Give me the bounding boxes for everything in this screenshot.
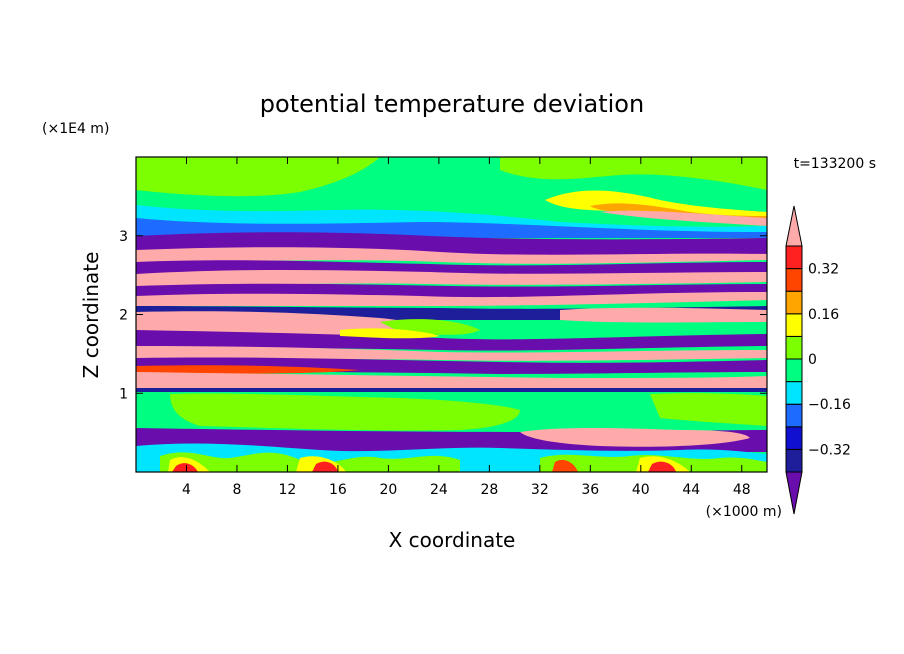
chart-title: potential temperature deviation — [260, 90, 644, 118]
plot-area — [136, 157, 767, 472]
contour-lower-pink — [520, 428, 750, 447]
contour-blue-line — [136, 388, 767, 392]
y-tick-label: 3 — [119, 229, 128, 245]
x-tick-label: 20 — [379, 482, 397, 498]
colorbar-extend-max — [785, 205, 803, 247]
colorbar-box — [785, 268, 803, 292]
colorbar-label: 0.16 — [808, 307, 839, 323]
y-axis-label: Z coordinate — [79, 252, 103, 379]
x-tick-label: 36 — [581, 482, 599, 498]
y-tick-label: 1 — [119, 386, 128, 402]
contour-upper-pink — [600, 210, 767, 226]
y-unit-label: (×1E4 m) — [42, 121, 109, 137]
colorbar-extend-min — [785, 471, 803, 515]
contour-upper-green — [136, 157, 380, 197]
colorbar-label: −0.32 — [808, 442, 851, 458]
colorbar-label: −0.16 — [808, 397, 851, 413]
x-tick-label: 28 — [480, 482, 498, 498]
contour-upper-yellow — [545, 190, 767, 222]
colorbar-box — [785, 448, 803, 473]
colorbar: 0.32 0.16 0 −0.16 −0.32 — [785, 205, 851, 515]
x-tick-label: 48 — [733, 482, 751, 498]
colorbar-box — [785, 245, 803, 270]
contour-pink-layer-1 — [136, 247, 767, 264]
contour-lower-red-4 — [552, 459, 578, 472]
x-tick-label: 12 — [279, 482, 297, 498]
contour-pink-layer-5 — [136, 346, 767, 361]
x-tick-label: 8 — [232, 482, 241, 498]
contour-lower-red-1 — [172, 463, 198, 472]
contour-pink-layer-6 — [136, 372, 767, 390]
colorbar-box — [785, 403, 803, 428]
contour-pink-layer-4b — [560, 307, 767, 323]
y-tick-label: 2 — [119, 308, 128, 324]
colorbar-box — [785, 335, 803, 360]
x-tick-label: 24 — [430, 482, 448, 498]
x-axis-ticks: 4 8 12 16 20 24 28 32 36 40 44 48 — [182, 157, 751, 498]
contour-mid-green — [170, 393, 520, 431]
colorbar-label: 0 — [808, 352, 817, 368]
contour-purple-layer-4 — [136, 330, 767, 351]
y-axis-ticks: 1 2 3 — [119, 229, 767, 402]
contour-pink-layer-3 — [136, 292, 767, 306]
x-tick-label: 44 — [682, 482, 700, 498]
contour-yellow-streak — [340, 328, 440, 339]
colorbar-box — [785, 426, 803, 450]
colorbar-label: 0.32 — [808, 262, 839, 278]
x-unit-label: (×1000 m) — [706, 504, 782, 520]
x-tick-label: 4 — [182, 482, 191, 498]
contour-red-streak — [136, 365, 360, 374]
contour-upper-green-right — [500, 157, 767, 190]
colorbar-box — [785, 290, 803, 315]
x-tick-label: 32 — [531, 482, 549, 498]
x-axis-label: X coordinate — [389, 528, 516, 552]
x-tick-label: 16 — [329, 482, 347, 498]
colorbar-box — [785, 358, 803, 383]
colorbar-box — [785, 381, 803, 405]
contour-lower-red-2 — [312, 461, 338, 472]
contour-pink-layer-2 — [136, 270, 767, 286]
contour-mid-green-right — [650, 393, 767, 426]
x-tick-label: 40 — [632, 482, 650, 498]
colorbar-box — [785, 313, 803, 337]
contour-lower-red-3 — [648, 461, 676, 472]
contour-lower-green — [160, 452, 460, 472]
time-label: t=133200 s — [794, 156, 876, 172]
